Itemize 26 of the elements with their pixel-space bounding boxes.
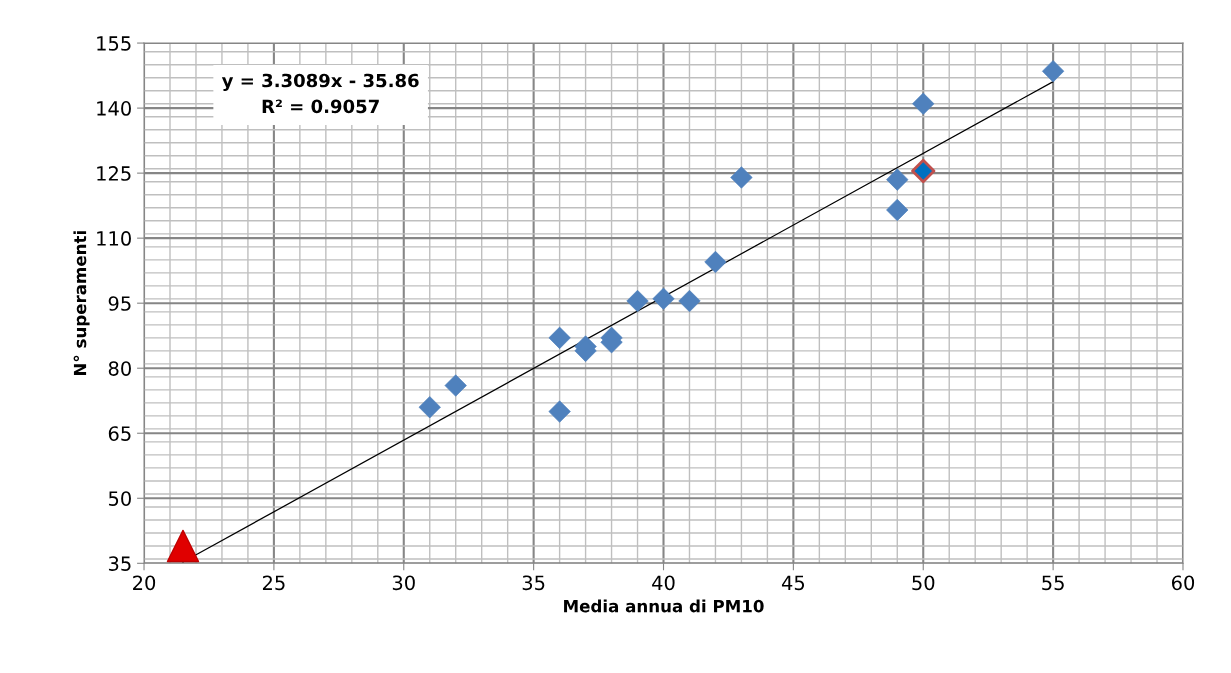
- x-tick-label: 25: [262, 575, 285, 591]
- point: [548, 326, 571, 349]
- x-axis-title: Media annua di PM10: [564, 599, 764, 613]
- y-tick-label: 140: [97, 101, 131, 116]
- y-tick-label: 80: [108, 361, 131, 376]
- y-tick-label: 65: [108, 426, 131, 441]
- annotation: y = 3.3089x - 35.86 R² = 0.9057: [221, 73, 419, 114]
- y-tick-label: 95: [108, 296, 131, 311]
- point: [626, 289, 649, 313]
- x-tick-label: 55: [1042, 575, 1064, 591]
- point: [886, 198, 909, 222]
- x-tick-label: 60: [1171, 575, 1195, 591]
- x-tick-label: 20: [133, 575, 156, 591]
- x-tick-label: 30: [392, 575, 415, 591]
- x-tick-label: 35: [522, 575, 545, 591]
- y-tick-label: 110: [97, 231, 131, 246]
- x-tick-label: 45: [781, 575, 805, 591]
- y-axis-title: N° superamenti: [73, 231, 90, 376]
- y-tick-label: 50: [108, 491, 131, 506]
- y-tick-label: 125: [97, 166, 131, 181]
- point: [911, 158, 936, 184]
- point: [166, 529, 200, 563]
- x-tick-label: 40: [652, 575, 675, 591]
- y-tick-label: 155: [97, 36, 131, 51]
- y-tick-label: 35: [108, 556, 131, 571]
- x-tick-label: 50: [912, 575, 935, 591]
